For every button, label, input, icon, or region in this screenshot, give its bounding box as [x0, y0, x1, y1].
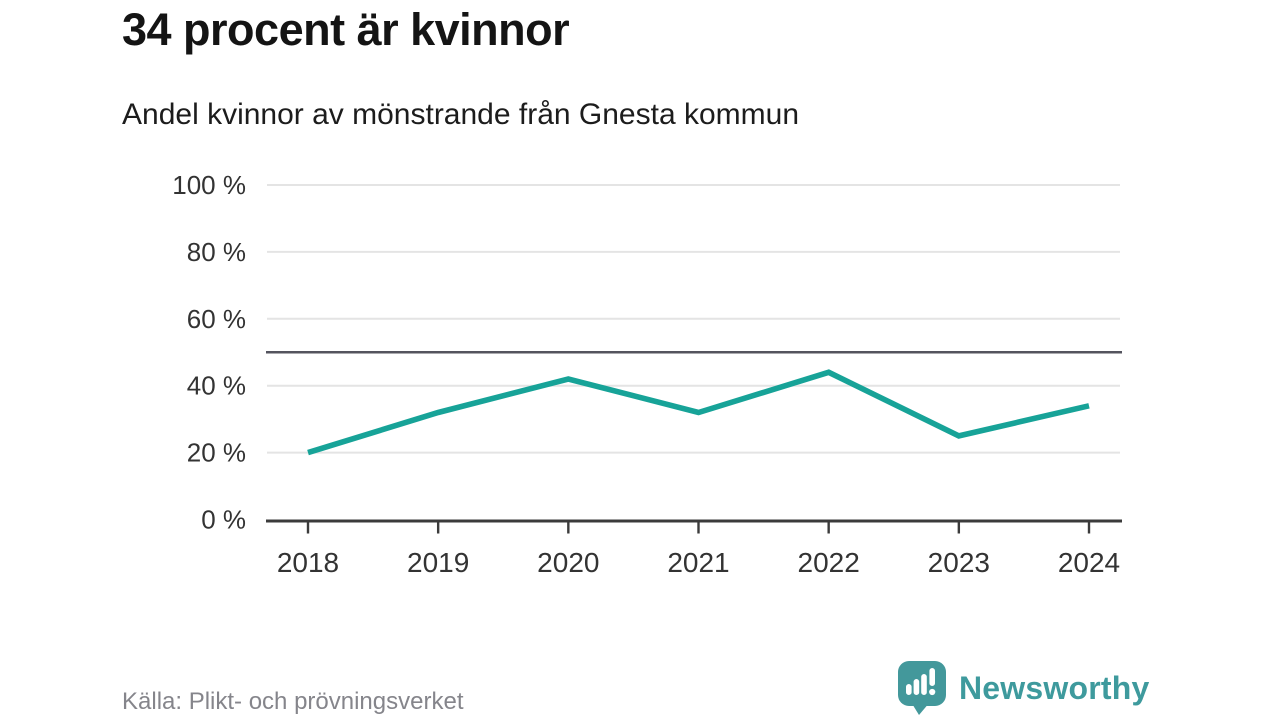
svg-text:2020: 2020	[537, 547, 599, 578]
svg-text:100 %: 100 %	[172, 170, 246, 200]
svg-text:2019: 2019	[407, 547, 469, 578]
svg-text:20 %: 20 %	[187, 438, 246, 468]
svg-text:2018: 2018	[277, 547, 339, 578]
page-title: 34 procent är kvinnor	[122, 4, 570, 55]
svg-text:0 %: 0 %	[201, 505, 246, 535]
data-line	[307, 369, 1090, 456]
newsworthy-brand: Newsworthy	[897, 660, 1149, 716]
svg-text:2021: 2021	[667, 547, 729, 578]
svg-text:2023: 2023	[928, 547, 990, 578]
source-note: Källa: Plikt- och prövningsverket	[122, 688, 464, 715]
svg-text:40 %: 40 %	[187, 371, 246, 401]
svg-text:2024: 2024	[1058, 547, 1120, 578]
newsworthy-logo-icon	[898, 661, 946, 715]
y-tick-labels: 0 % 20 % 40 % 60 % 80 % 100 %	[172, 170, 246, 535]
x-tick-labels: 2018 2019 2020 2021 2022 2023 2024	[277, 547, 1120, 578]
svg-text:80 %: 80 %	[187, 237, 246, 267]
y-gridlines	[267, 184, 1120, 454]
newsworthy-logo-text: Newsworthy	[959, 669, 1150, 706]
x-axis	[266, 519, 1122, 534]
svg-text:60 %: 60 %	[187, 304, 246, 334]
svg-text:2022: 2022	[798, 547, 860, 578]
chart-subtitle: Andel kvinnor av mönstrande från Gnesta …	[122, 98, 800, 131]
